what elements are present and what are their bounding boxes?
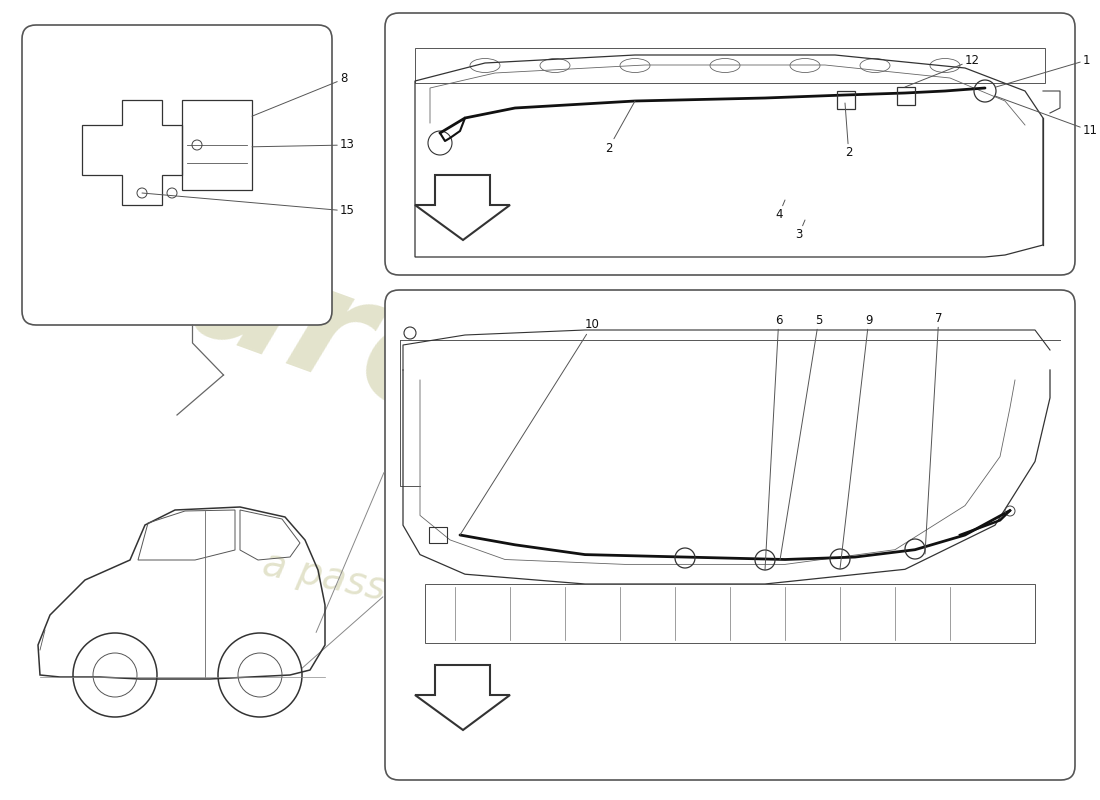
Text: 7: 7	[925, 311, 943, 554]
Bar	[429, 527, 447, 543]
Bar	[415, 48, 1045, 83]
Bar	[896, 87, 915, 105]
Text: 3: 3	[795, 220, 805, 242]
Bar	[837, 91, 855, 109]
Text: 15: 15	[142, 193, 355, 218]
Text: 4: 4	[776, 200, 785, 222]
Text: 13: 13	[252, 138, 355, 151]
Text: 2: 2	[845, 103, 853, 159]
FancyBboxPatch shape	[385, 290, 1075, 780]
Polygon shape	[415, 175, 510, 240]
Polygon shape	[415, 665, 510, 730]
Bar	[182, 100, 252, 190]
Text: 11: 11	[996, 96, 1098, 138]
Bar	[425, 584, 1035, 643]
Text: 10: 10	[460, 318, 600, 535]
Text: eurospares: eurospares	[70, 181, 1030, 651]
Text: 6: 6	[764, 314, 782, 570]
Text: 2: 2	[605, 101, 635, 154]
Text: a passion for parts since 1985: a passion for parts since 1985	[258, 544, 842, 704]
Text: 8: 8	[252, 73, 348, 116]
Text: 5: 5	[780, 314, 823, 560]
Text: 12: 12	[905, 54, 980, 87]
Text: 9: 9	[840, 314, 872, 569]
FancyBboxPatch shape	[385, 13, 1075, 275]
Text: 1: 1	[996, 54, 1090, 87]
FancyBboxPatch shape	[22, 25, 332, 325]
